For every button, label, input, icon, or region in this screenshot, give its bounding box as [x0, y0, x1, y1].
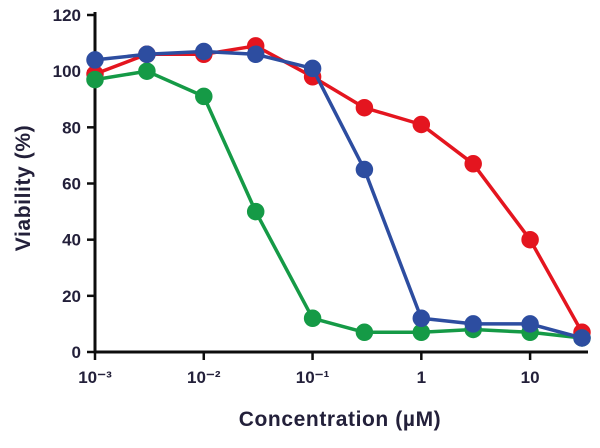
data-point-blue	[195, 42, 213, 61]
x-tick-label: 1	[417, 368, 426, 387]
y-tick-label: 120	[53, 6, 81, 25]
data-point-red	[412, 115, 431, 134]
y-tick-label: 40	[62, 231, 81, 250]
data-point-blue	[412, 309, 431, 328]
y-axis-title: Viability (%)	[12, 124, 35, 252]
data-point-green	[138, 62, 156, 80]
y-tick-label: 60	[62, 175, 81, 194]
data-point-blue	[86, 51, 104, 69]
data-point-blue	[573, 329, 591, 347]
x-tick-label: 10⁻²	[187, 368, 221, 387]
data-point-red	[521, 230, 539, 249]
y-tick-label: 100	[53, 62, 81, 81]
y-tick-label: 0	[72, 343, 81, 362]
data-point-green	[195, 87, 213, 106]
data-point-blue	[355, 160, 374, 179]
series-line-red	[93, 44, 584, 335]
data-point-green	[246, 202, 265, 221]
series-line-green	[93, 69, 584, 340]
data-point-blue	[303, 59, 322, 78]
y-tick-label: 80	[62, 118, 81, 137]
data-point-blue	[521, 315, 539, 333]
x-axis-title: Concentration (µM)	[238, 408, 442, 431]
data-point-green	[303, 309, 322, 328]
data-point-green	[355, 323, 374, 342]
x-tick-label: 10⁻³	[78, 368, 112, 387]
data-point-red	[355, 98, 374, 117]
data-point-blue	[138, 45, 156, 64]
data-point-red	[464, 155, 482, 173]
series-line-blue	[93, 49, 584, 340]
y-tick-label: 20	[62, 287, 81, 306]
x-tick-label: 10	[521, 368, 540, 387]
x-tick-label: 10⁻¹	[296, 368, 330, 387]
data-point-green	[86, 70, 104, 89]
data-point-blue	[246, 45, 265, 64]
data-point-blue	[464, 315, 482, 333]
